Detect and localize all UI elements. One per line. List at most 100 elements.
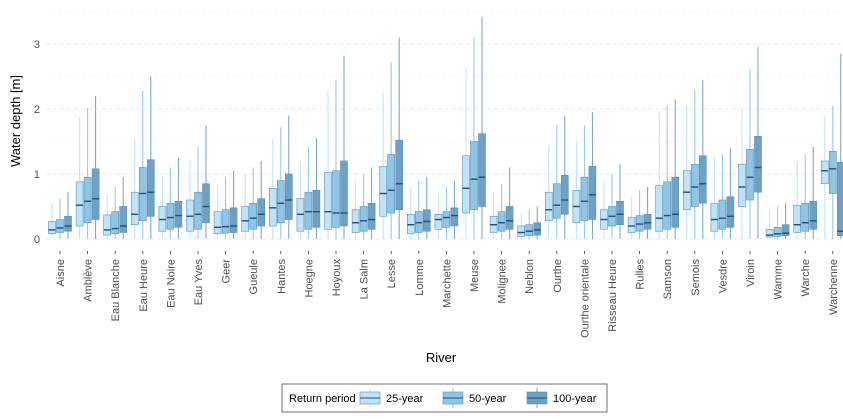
box-25-year: [186, 161, 194, 239]
y-axis: 0 1 2 3: [34, 39, 40, 246]
box-50-year: [276, 127, 285, 239]
y-tick-label: 3: [34, 39, 40, 51]
box-iqr: [324, 172, 332, 230]
x-tick-label: Warche: [800, 259, 812, 297]
box-100-year: [202, 125, 210, 239]
box-iqr: [470, 141, 478, 211]
box-iqr: [793, 204, 802, 233]
x-tick-label: Vesdre: [717, 259, 729, 293]
box-50-year: [746, 68, 754, 239]
box-25-year: [213, 183, 222, 239]
box-100-year: [119, 177, 127, 239]
x-tick-label: Eau Blanche: [110, 259, 122, 321]
box-25-year: [600, 180, 608, 239]
y-tick-label: 2: [34, 104, 40, 116]
box-50-year: [387, 62, 396, 239]
box-100-year: [836, 53, 843, 239]
x-tick-label: Viroin: [745, 259, 757, 287]
box-iqr: [422, 209, 431, 232]
box-iqr: [710, 202, 719, 232]
box-25-year: [544, 144, 553, 239]
x-tick-label: Hoegne: [303, 259, 315, 298]
x-tick-label: Rulles: [635, 259, 647, 290]
box-iqr: [213, 211, 222, 235]
box-iqr: [773, 227, 782, 237]
box-iqr: [304, 191, 313, 230]
x-axis-title: River: [426, 350, 457, 365]
box-100-year: [671, 99, 680, 239]
box-50-year: [414, 180, 423, 239]
box-100-year: [64, 192, 72, 239]
box-iqr: [698, 155, 707, 204]
box-25-year: [131, 138, 139, 239]
x-tick-label: Marchette: [441, 259, 453, 308]
box-iqr: [497, 211, 506, 232]
box-iqr: [241, 206, 249, 232]
box-iqr: [56, 219, 64, 233]
x-tick-label: Samson: [662, 259, 674, 299]
box-25-year: [738, 109, 746, 239]
box-iqr: [738, 163, 746, 207]
box-iqr: [147, 159, 155, 217]
box-100-year: [395, 37, 404, 239]
box-iqr: [202, 183, 210, 224]
box-iqr: [616, 201, 624, 226]
box-iqr: [588, 165, 597, 220]
box-50-year: [663, 105, 672, 239]
box-25-year: [75, 116, 84, 239]
box-iqr: [836, 162, 843, 237]
box-iqr: [312, 189, 321, 228]
box-100-year: [698, 79, 707, 239]
legend-title: Return period: [289, 393, 356, 405]
box-iqr: [533, 222, 542, 236]
box-iqr: [462, 155, 470, 214]
box-iqr: [131, 191, 139, 225]
legend-keys: 25-year 50-year 100-year: [359, 388, 597, 408]
box-50-year: [718, 154, 727, 239]
box-iqr: [718, 199, 727, 230]
box-iqr: [754, 136, 762, 193]
legend-label: 50-year: [469, 393, 507, 405]
box-25-year: [462, 66, 470, 239]
box-iqr: [442, 211, 451, 228]
x-tick-label: Eau Yves: [193, 259, 205, 306]
box-iqr: [64, 215, 72, 232]
x-axis: Aisne Amblève Eau Blanche Eau Heure Eau Noir…: [55, 251, 840, 338]
box-50-year: [304, 146, 313, 239]
box-25-year: [517, 213, 526, 239]
box-100-year: [340, 55, 348, 239]
box-iqr: [809, 201, 818, 230]
x-tick-label: Geer: [221, 259, 233, 284]
box-iqr: [91, 168, 100, 220]
box-100-year: [367, 167, 376, 239]
box-25-year: [48, 203, 56, 239]
box-iqr: [103, 214, 111, 236]
box-25-year: [627, 196, 636, 239]
box-25-year: [682, 105, 691, 239]
x-tick-label: Amblève: [83, 259, 95, 302]
x-tick-label: Meuse: [469, 259, 481, 292]
box-iqr: [75, 181, 84, 227]
box-100-year: [616, 164, 624, 239]
box-iqr: [478, 133, 486, 207]
x-tick-label: Lomme: [414, 259, 426, 296]
box-iqr: [379, 165, 388, 217]
box-iqr: [111, 211, 119, 235]
box-25-year: [406, 187, 415, 239]
box-50-year: [332, 79, 340, 239]
box-iqr: [682, 170, 691, 211]
box-25-year: [158, 177, 167, 239]
x-tick-label: Wamme: [773, 259, 785, 300]
x-tick-label: Lesse: [386, 259, 398, 288]
box-50-year: [442, 187, 451, 239]
box-50-year: [221, 177, 230, 239]
box-iqr: [395, 139, 404, 211]
box-iqr: [746, 149, 754, 201]
box-25-year: [710, 157, 719, 239]
box-25-year: [296, 161, 305, 239]
x-tick-label: Aisne: [55, 259, 67, 287]
y-tick-label: 1: [34, 169, 40, 181]
box-iqr: [284, 173, 293, 220]
x-tick-label: Eau Heure: [138, 259, 150, 312]
